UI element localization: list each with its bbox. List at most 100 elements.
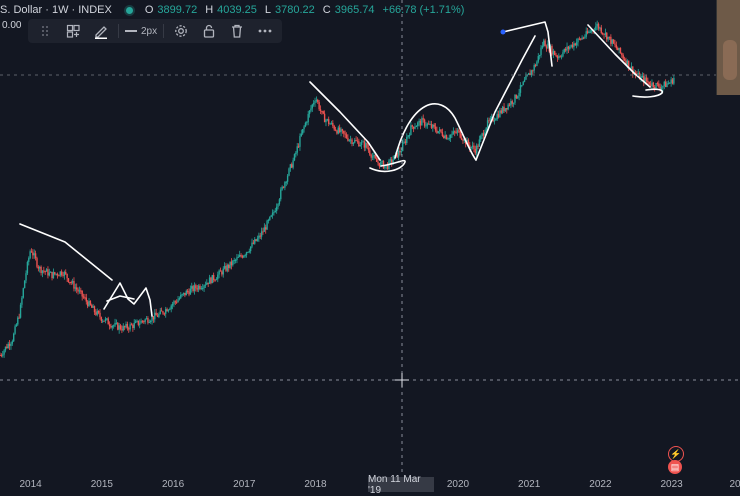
more-icon[interactable]: [252, 20, 278, 42]
candle-body: [122, 326, 124, 331]
trash-icon[interactable]: [224, 20, 250, 42]
candle-body: [180, 294, 182, 299]
trend-drawing: [475, 35, 536, 161]
candle-body: [355, 140, 357, 142]
trend-drawing: [394, 103, 477, 161]
candle-body: [359, 145, 361, 147]
candle-body: [15, 324, 18, 327]
candle-body: [418, 120, 420, 123]
candle-body: [191, 286, 193, 289]
anchor-point[interactable]: [500, 29, 506, 35]
high-label: H: [205, 4, 214, 16]
candle-body: [193, 285, 196, 291]
candle-body: [280, 189, 282, 200]
candle-body: [169, 308, 171, 310]
candle-body: [269, 216, 271, 220]
candle-body: [491, 116, 493, 119]
candle-body: [645, 77, 648, 81]
candle-body: [289, 164, 292, 169]
candle-body: [441, 132, 444, 137]
candle-body: [8, 343, 11, 346]
drawing-layer[interactable]: [19, 21, 664, 317]
candle-body: [291, 164, 293, 168]
candle-body: [25, 273, 27, 281]
candle-body: [408, 134, 411, 136]
candle-body: [595, 26, 597, 31]
time-axis-tick-2017: 2017: [233, 479, 256, 490]
candle-body: [197, 285, 200, 290]
candle-body: [117, 322, 119, 330]
drag-handle-icon[interactable]: [32, 20, 58, 42]
candle-body: [230, 261, 233, 266]
candle-body: [237, 256, 240, 258]
line-width-button[interactable]: 2px: [123, 20, 159, 42]
candle-body: [255, 239, 257, 241]
candle-body: [133, 322, 135, 329]
candle-body: [73, 280, 75, 289]
candle-body: [599, 27, 601, 29]
candle-body: [281, 186, 283, 190]
candle-body: [66, 273, 68, 279]
candle-body: [52, 272, 55, 279]
candle-body: [600, 27, 602, 33]
symbol-title[interactable]: S. Dollar · 1W · INDEX: [0, 4, 112, 16]
candle-body: [23, 280, 26, 289]
candle-body: [318, 102, 320, 110]
pencil-icon[interactable]: [88, 20, 114, 42]
drawing-toolbar: 2px: [28, 19, 283, 43]
candle-body: [159, 310, 161, 314]
candle-body: [421, 118, 423, 126]
candle-body: [363, 141, 366, 148]
candle-body: [243, 255, 245, 258]
candle-body: [184, 292, 186, 296]
trend-drawing: [587, 24, 651, 88]
candle-body: [210, 277, 212, 284]
candle-body: [640, 76, 642, 80]
candle-body: [662, 85, 664, 88]
candle-body: [510, 101, 512, 106]
close-label: C: [322, 4, 331, 16]
candle-body: [149, 320, 152, 323]
candle-body: [249, 246, 252, 252]
candle-body: [652, 82, 655, 87]
candle-body: [248, 251, 250, 253]
candle-body: [612, 39, 615, 44]
candle-body: [354, 140, 356, 143]
candle-body: [538, 54, 541, 57]
candle-body: [155, 312, 157, 316]
candle-body: [99, 312, 101, 318]
candle-body: [364, 143, 367, 148]
candle-body: [0, 355, 3, 357]
trend-drawing: [106, 295, 135, 302]
candle-body: [643, 75, 645, 83]
candle-body: [241, 256, 244, 258]
candle-body: [26, 261, 29, 274]
candle-body: [377, 161, 379, 163]
time-axis-tick-2015: 2015: [90, 479, 113, 490]
candle-body: [226, 264, 229, 271]
change-value: +66.78 (+1.71%): [382, 4, 465, 16]
lock-icon[interactable]: [196, 20, 222, 42]
candle-body: [601, 32, 604, 34]
candle-body: [51, 271, 53, 279]
candle-body: [188, 291, 190, 295]
candle-body: [444, 135, 446, 139]
candle-body: [323, 113, 326, 123]
candle-body: [147, 318, 149, 323]
candle-body: [660, 87, 663, 90]
trend-drawing: [19, 223, 113, 281]
candle-body: [74, 287, 77, 289]
replay-icon[interactable]: ▤: [668, 460, 682, 474]
high-value: 4039.25: [217, 4, 257, 16]
template-icon[interactable]: [60, 20, 86, 42]
time-axis[interactable]: 2014201520162017201820192020202120222023…: [0, 474, 740, 496]
candle-body: [208, 277, 211, 284]
settings-icon[interactable]: [168, 20, 194, 42]
candle-body: [545, 46, 548, 49]
candle-body: [70, 282, 72, 284]
candle-body: [306, 122, 308, 124]
candle-body: [202, 288, 204, 290]
candle-body: [527, 73, 530, 75]
candle-body: [430, 124, 433, 128]
